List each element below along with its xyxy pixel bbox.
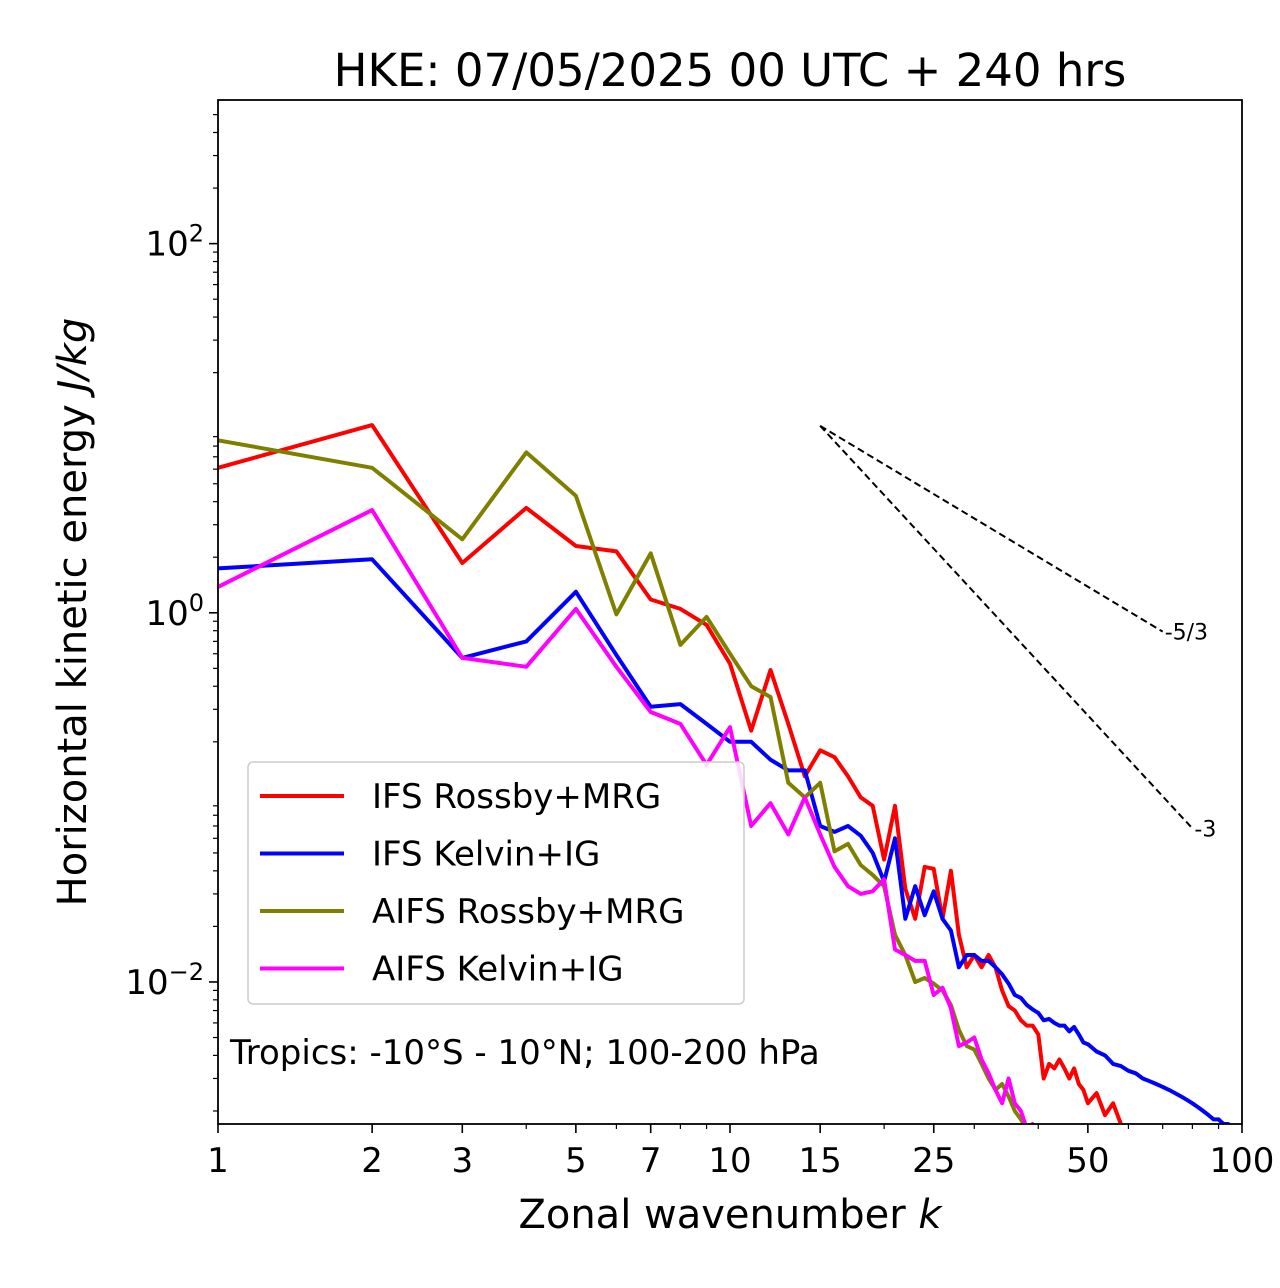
x-tick-label: 2 bbox=[361, 1141, 383, 1181]
legend-label: IFS Rossby+MRG bbox=[372, 777, 661, 817]
series-line bbox=[218, 508, 1035, 1124]
y-tick-label: 10−2 bbox=[125, 958, 204, 1003]
slope-label: -3 bbox=[1194, 817, 1216, 842]
legend: IFS Rossby+MRG IFS Kelvin+IG AIFS Rossby+M… bbox=[247, 761, 745, 1005]
series-line bbox=[218, 423, 1124, 1124]
x-tick-label: 25 bbox=[912, 1141, 955, 1181]
y-axis: 10−2 100 102 bbox=[125, 114, 218, 1112]
reference-slopes bbox=[819, 424, 1194, 830]
legend-label: IFS Kelvin+IG bbox=[372, 835, 600, 875]
x-tick-label: 1 bbox=[207, 1141, 229, 1181]
x-tick-label: 7 bbox=[640, 1141, 662, 1181]
x-tick-label: 10 bbox=[708, 1141, 751, 1181]
region-annotation: Tropics: -10°S - 10°N; 100-200 hPa bbox=[229, 1033, 820, 1073]
legend-box bbox=[247, 761, 745, 1005]
y-tick-label: 100 bbox=[145, 589, 204, 634]
x-tick-label: 15 bbox=[799, 1141, 842, 1181]
slope-line bbox=[819, 425, 1194, 830]
slope-label: -5/3 bbox=[1165, 621, 1208, 646]
legend-label: AIFS Rossby+MRG bbox=[372, 892, 684, 932]
legend-label: AIFS Kelvin+IG bbox=[372, 950, 624, 990]
x-tick-label: 3 bbox=[451, 1141, 473, 1181]
y-tick-label: 102 bbox=[145, 220, 204, 265]
x-tick-label: 5 bbox=[565, 1141, 587, 1181]
slope-line bbox=[819, 424, 1164, 633]
x-tick-label: 100 bbox=[1210, 1141, 1275, 1181]
y-axis-label: Horizontal kinetic energy J/kg bbox=[50, 318, 96, 907]
chart-title: HKE: 07/05/2025 00 UTC + 240 hrs bbox=[334, 44, 1127, 97]
series-line bbox=[218, 557, 1231, 1124]
series-line bbox=[218, 438, 1027, 1124]
series-lines bbox=[218, 423, 1231, 1124]
x-axis-label: Zonal wavenumber k bbox=[518, 1192, 943, 1238]
x-tick-label: 50 bbox=[1066, 1141, 1109, 1181]
x-axis: 1 2 3 5 7 10 15 25 50 100 bbox=[207, 1124, 1274, 1181]
